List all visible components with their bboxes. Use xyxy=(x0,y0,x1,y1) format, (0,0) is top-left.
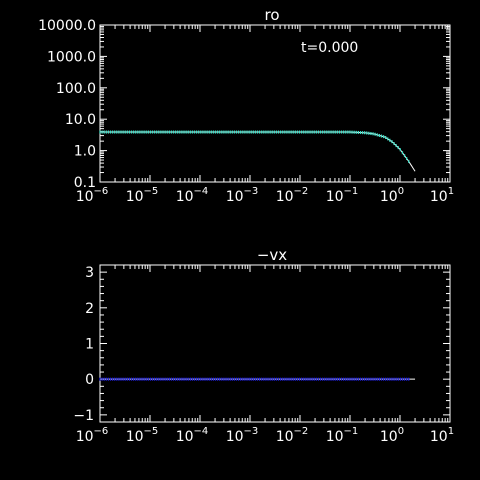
y-tick-label: 10.0 xyxy=(65,112,96,128)
y-tick-label: 100.0 xyxy=(56,81,96,97)
x-tick-label: 10−6 xyxy=(76,186,109,205)
x-tick-label: 10−4 xyxy=(176,426,209,445)
density-y-tick-labels: 10000.0 1000.0 100.0 10.0 1.0 0.1 xyxy=(38,18,96,191)
x-tick-label: 10−2 xyxy=(276,186,309,205)
density-title: ro xyxy=(264,6,279,24)
density-series xyxy=(99,130,416,172)
y-tick-label: 2 xyxy=(85,301,94,317)
velocity-title: −vx xyxy=(257,246,287,264)
density-panel: ro t=0.000 10−6 10−5 10−4 10−3 10−2 10−1 100 10… xyxy=(38,6,454,205)
x-tick-label: 10−3 xyxy=(226,186,259,205)
density-x-tick-labels: 10−6 10−5 10−4 10−3 10−2 10−1 100 101 xyxy=(76,186,454,205)
y-tick-label: 1000.0 xyxy=(47,49,96,65)
x-tick-label: 100 xyxy=(380,426,404,445)
x-tick-label: 10−6 xyxy=(76,426,109,445)
x-tick-label: 100 xyxy=(380,186,404,205)
y-tick-label: 3 xyxy=(85,265,94,281)
x-tick-label: 101 xyxy=(430,426,454,445)
y-tick-label: 10000.0 xyxy=(38,18,96,34)
x-tick-label: 10−4 xyxy=(176,186,209,205)
x-tick-label: 10−1 xyxy=(326,186,359,205)
velocity-ticks xyxy=(99,265,451,422)
x-tick-label: 10−5 xyxy=(126,186,159,205)
x-tick-label: 101 xyxy=(430,186,454,205)
x-tick-label: 10−2 xyxy=(276,426,309,445)
time-annotation: t=0.000 xyxy=(301,40,358,56)
density-axes-frame xyxy=(99,24,451,183)
velocity-y-tick-labels: 3 2 1 0 −1 xyxy=(73,265,94,424)
x-tick-label: 10−5 xyxy=(126,426,159,445)
velocity-series xyxy=(99,377,416,381)
velocity-x-tick-labels: 10−6 10−5 10−4 10−3 10−2 10−1 100 101 xyxy=(76,426,454,445)
velocity-panel: −vx 10−6 10−5 10−4 10−3 10−2 10−1 100 101 3210−… xyxy=(73,246,454,445)
y-tick-label: 0 xyxy=(85,372,94,388)
density-ticks xyxy=(99,24,451,183)
y-tick-label: 1 xyxy=(85,337,94,353)
x-tick-label: 10−3 xyxy=(226,426,259,445)
x-tick-label: 10−1 xyxy=(326,426,359,445)
y-tick-label: 0.1 xyxy=(74,175,96,191)
y-tick-label: 1.0 xyxy=(74,144,96,160)
y-tick-label: −1 xyxy=(73,408,94,424)
